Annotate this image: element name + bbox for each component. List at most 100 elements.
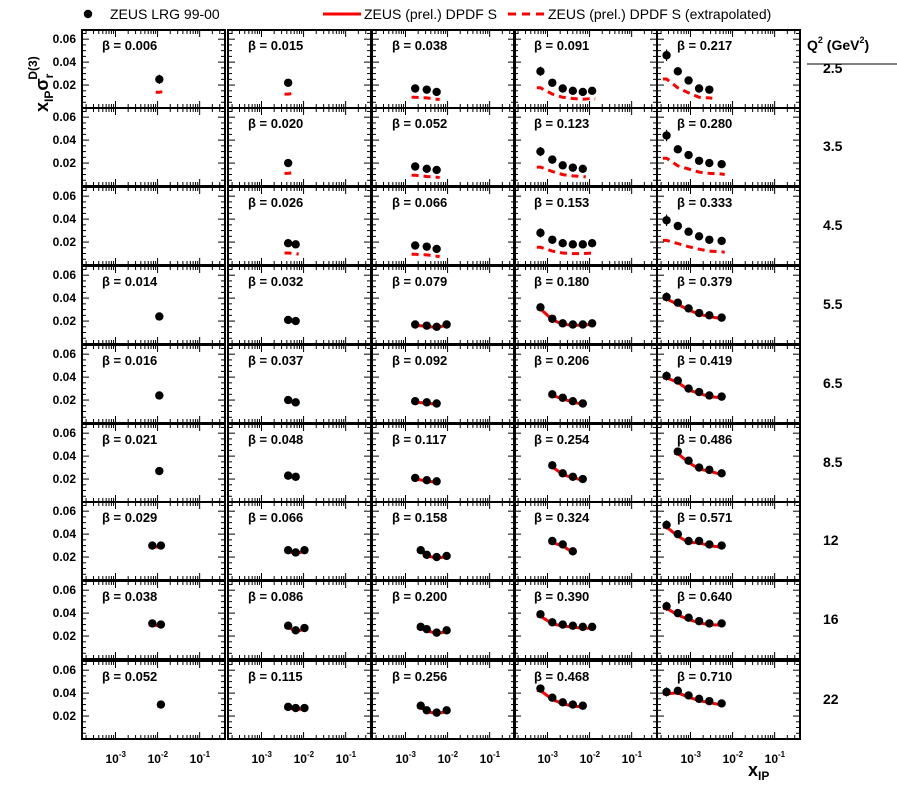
data-point: [662, 520, 671, 530]
data-point: [422, 624, 431, 634]
data-point: [673, 67, 683, 76]
data-point: [410, 473, 420, 483]
y-axis-label: xIPσrD(3): [26, 56, 56, 112]
beta-label: β = 0.153: [534, 195, 589, 210]
beta-label: β = 0.038: [102, 589, 157, 604]
data-point: [568, 547, 578, 556]
data-point: [568, 472, 578, 481]
data-point: [536, 147, 545, 156]
panel: β = 0.379: [656, 265, 801, 345]
x-tick-label: 10-2: [148, 750, 169, 766]
q2-value-label: 16: [823, 611, 839, 627]
data-point: [536, 303, 545, 312]
beta-label: β = 0.021: [102, 432, 157, 447]
panel: β = 0.333: [656, 186, 801, 266]
data-point: [673, 298, 683, 307]
beta-label: β = 0.217: [677, 38, 732, 53]
q2-value-label: 6.5: [823, 375, 843, 391]
data-point: [673, 447, 683, 456]
beta-label: β = 0.115: [248, 669, 303, 684]
beta-label: β = 0.117: [392, 432, 447, 447]
data-point: [578, 622, 587, 632]
panel: β = 0.079: [371, 265, 516, 345]
data-point: [717, 392, 726, 401]
legend-label: ZEUS (prel.) DPDF S: [364, 6, 497, 22]
beta-label: β = 0.048: [248, 432, 303, 447]
data-point: [568, 163, 578, 172]
data-point: [705, 235, 714, 244]
data-point: [578, 320, 587, 329]
data-point: [578, 164, 587, 173]
panel: β = 0.206: [513, 344, 658, 424]
data-point: [684, 150, 693, 160]
data-point: [155, 466, 164, 476]
data-point: [558, 84, 567, 93]
fit-curve-extrapolated: [536, 165, 586, 179]
data-point: [300, 703, 309, 713]
data-point: [422, 476, 431, 485]
beta-label: β = 0.052: [102, 669, 157, 684]
data-point: [283, 239, 293, 248]
panel: β = 0.254: [513, 423, 658, 503]
x-tick-label: 10-2: [723, 750, 744, 766]
beta-label: β = 0.206: [534, 353, 589, 368]
data-point: [432, 165, 441, 175]
panel: 0.02 0.04 0.06 β = 0.014: [53, 265, 226, 345]
data-point: [578, 240, 587, 249]
y-tick-label: 0.02: [53, 393, 77, 407]
panel: β = 0.086: [227, 580, 372, 660]
data-point: [558, 540, 567, 549]
data-point: [578, 701, 587, 710]
data-point: [416, 701, 425, 710]
q2-value-label: 22: [823, 691, 839, 707]
data-point: [283, 621, 293, 630]
y-tick-label: 0.04: [53, 291, 77, 305]
beta-label: β = 0.256: [392, 669, 447, 684]
panel: β = 0.710: [656, 660, 801, 740]
beta-label: β = 0.092: [392, 353, 447, 368]
x-tick-label: 10-3: [395, 750, 416, 766]
x-tick-label: 10-1: [190, 750, 211, 766]
data-point: [536, 610, 545, 619]
fit-curve-extrapolated: [284, 251, 299, 256]
data-point: [283, 545, 293, 555]
beta-label: β = 0.280: [677, 116, 732, 131]
data-point: [694, 308, 704, 318]
data-point: [568, 621, 578, 630]
data-point: [705, 540, 714, 549]
data-point: [684, 227, 693, 236]
data-point: [578, 474, 587, 484]
data-point: [568, 700, 578, 709]
data-point: [283, 395, 293, 405]
data-point: [548, 78, 557, 87]
panel: 0.02 0.04 0.06 β = 0.038: [53, 580, 226, 660]
data-point: [422, 164, 431, 173]
data-point: [578, 399, 587, 408]
x-tick-labels: 10-3 10-2 10-1 10-3 10-2 10-1 10-3 10-2 10-1 10-3…: [105, 750, 785, 766]
panel: β = 0.217: [656, 29, 801, 109]
data-point: [558, 393, 567, 402]
beta-label: β = 0.180: [534, 274, 589, 289]
data-point: [662, 292, 671, 302]
data-point: [717, 313, 726, 322]
data-point: [587, 86, 597, 95]
q2-value-label: 5.5: [823, 296, 843, 312]
data-point: [283, 702, 293, 712]
data-point: [155, 312, 164, 321]
y-tick-label: 0.02: [53, 629, 77, 643]
y-tick-label: 0.06: [53, 583, 77, 597]
panel: β = 0.468: [513, 660, 658, 740]
data-point: [416, 545, 425, 555]
data-point: [673, 608, 683, 618]
fit-curve-extrapolated: [155, 90, 163, 94]
data-point: [291, 703, 300, 713]
beta-label: β = 0.032: [248, 274, 303, 289]
panel: β = 0.419: [656, 344, 801, 424]
data-point: [558, 161, 567, 170]
data-point: [548, 314, 557, 323]
beta-label: β = 0.015: [248, 38, 303, 53]
data-point: [291, 316, 300, 326]
y-tick-label: 0.04: [53, 370, 77, 384]
y-tick-label: 0.06: [53, 32, 77, 46]
data-point: [432, 399, 441, 408]
